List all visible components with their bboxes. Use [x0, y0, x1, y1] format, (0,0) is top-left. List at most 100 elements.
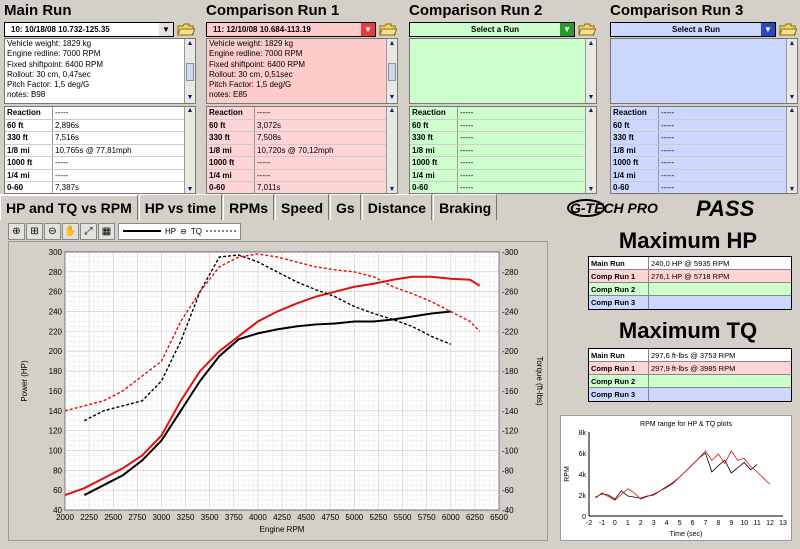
- max-row-value: [649, 283, 791, 295]
- y-tick-label: 40: [53, 506, 62, 515]
- dropdown-arrow-icon[interactable]: ▼: [159, 23, 173, 36]
- pan-hand-icon[interactable]: ✋: [62, 222, 79, 240]
- scroll-down-icon[interactable]: ▼: [388, 94, 396, 101]
- tab-hp-vs-time[interactable]: HP vs time: [138, 194, 223, 220]
- max-hp-table: Main Run 240,0 HP @ 5935 RPM Comp Run 1 276…: [588, 256, 792, 310]
- open-folder-icon[interactable]: [176, 22, 196, 37]
- y2-tick-label: -260: [502, 288, 519, 297]
- run-info-line: Rollout: 30 cm, 0,51sec: [209, 69, 293, 79]
- scroll-up-icon[interactable]: ▲: [788, 40, 796, 47]
- stats-row: Reaction -----: [410, 107, 596, 120]
- stats-row: 330 ft -----: [410, 132, 596, 145]
- stats-key: 0-60: [611, 182, 659, 194]
- y2-tick-label: -140: [502, 407, 519, 416]
- rpm-series-line-0: [595, 452, 758, 500]
- dropdown-arrow-icon[interactable]: ▼: [560, 23, 574, 36]
- scrollbar[interactable]: ▲ ▼: [786, 107, 797, 193]
- scroll-down-icon[interactable]: ▼: [186, 94, 194, 101]
- scrollbar[interactable]: ▲ ▼: [184, 39, 195, 103]
- stats-key: 330 ft: [5, 132, 53, 144]
- scrollbar[interactable]: ▲ ▼: [386, 107, 397, 193]
- grid-toggle-icon[interactable]: ▦: [98, 222, 115, 240]
- scroll-up-icon[interactable]: ▲: [587, 40, 595, 47]
- scroll-up-icon[interactable]: ▲: [587, 107, 595, 114]
- run-select-2[interactable]: Select a Run ▼: [409, 22, 575, 37]
- scroll-thumb[interactable]: [388, 63, 396, 81]
- zoom-out-icon[interactable]: ⊖: [44, 222, 61, 240]
- open-folder-icon[interactable]: [378, 22, 398, 37]
- rpm-y-tick-label: 6k: [579, 451, 587, 458]
- scroll-up-icon[interactable]: ▲: [788, 107, 796, 114]
- dropdown-arrow-icon[interactable]: ▼: [361, 23, 375, 36]
- tab-distance[interactable]: Distance: [361, 194, 433, 220]
- stats-key: 1/4 mi: [5, 169, 53, 181]
- open-folder-icon[interactable]: [577, 22, 597, 37]
- scroll-down-icon[interactable]: ▼: [587, 94, 595, 101]
- rpm-range-panel: RPM range for HP & TQ plots -2 -1 0 1 2 3 4 5 6 7 8…: [560, 415, 792, 541]
- max-row-label: Main Run: [589, 257, 649, 269]
- hp-tq-plot-panel: 2000 2250 2500 2750 3000 3250 3500 3750 4000 4250…: [8, 241, 548, 541]
- scrollbar[interactable]: ▲ ▼: [585, 39, 596, 103]
- max-row: Comp Run 1 276,1 HP @ 5718 RPM: [589, 270, 791, 283]
- scroll-up-icon[interactable]: ▲: [388, 107, 396, 114]
- run-stats-table-3: Reaction ----- 60 ft ----- 330 ft ----- 1/8 mi…: [610, 106, 798, 195]
- tab-rpms[interactable]: RPMs: [223, 194, 275, 220]
- stats-row: 0-60 7,387s: [5, 182, 195, 195]
- run-select-1[interactable]: 11: 12/10/08 10.684-113.19 ▼: [206, 22, 376, 37]
- stats-key: Reaction: [207, 107, 255, 119]
- tab-hp-and-tq-vs-rpm[interactable]: HP and TQ vs RPM: [0, 194, 138, 220]
- scrollbar[interactable]: ▲ ▼: [786, 39, 797, 103]
- x-tick-label: 5250: [370, 513, 388, 522]
- hp-tq-chart[interactable]: 2000 2250 2500 2750 3000 3250 3500 3750 4000 4250…: [9, 242, 547, 540]
- stats-value: -----: [460, 108, 474, 118]
- y2-tick-label: -40: [502, 506, 514, 515]
- scroll-down-icon[interactable]: ▼: [587, 186, 595, 193]
- scroll-up-icon[interactable]: ▲: [186, 40, 194, 47]
- fit-to-screen-icon[interactable]: ⤢: [80, 222, 97, 240]
- run-info-line: Rollout: 30 cm, 0,47sec: [7, 69, 91, 79]
- rpm-x-tick-label: 7: [703, 520, 707, 527]
- zoom-in-icon[interactable]: ⊕: [8, 222, 25, 240]
- stats-key: Reaction: [5, 107, 53, 119]
- run-select-value: 11: 12/10/08 10.684-113.19: [213, 25, 311, 34]
- scrollbar[interactable]: ▲ ▼: [585, 107, 596, 193]
- y-tick-label: 200: [49, 347, 63, 356]
- run-info-box-2[interactable]: ▲ ▼: [409, 38, 597, 104]
- scroll-down-icon[interactable]: ▼: [788, 94, 796, 101]
- scroll-down-icon[interactable]: ▼: [388, 186, 396, 193]
- run-info-box-0[interactable]: Vehicle weight: 1829 kg Engine redline: 7…: [4, 38, 196, 104]
- scroll-up-icon[interactable]: ▲: [388, 40, 396, 47]
- scroll-up-icon[interactable]: ▲: [186, 107, 194, 114]
- x-tick-label: 6250: [466, 513, 484, 522]
- stats-value: 7,508s: [257, 133, 282, 143]
- run-info-line: Fixed shiftpoint: 6400 RPM: [7, 59, 104, 69]
- run-title-3: Comparison Run 3: [610, 2, 744, 19]
- stats-key: 1/8 mi: [611, 144, 659, 156]
- series-line-2: [83, 254, 452, 422]
- tab-speed[interactable]: Speed: [275, 194, 330, 220]
- stats-key: 1000 ft: [5, 157, 53, 169]
- dropdown-arrow-icon[interactable]: ▼: [761, 23, 775, 36]
- max-hp-title: Maximum HP: [618, 228, 758, 253]
- stats-value: -----: [460, 120, 474, 130]
- scroll-down-icon[interactable]: ▼: [788, 186, 796, 193]
- scroll-down-icon[interactable]: ▼: [186, 186, 194, 193]
- run-select-0[interactable]: 10: 10/18/08 10.732-125.35 ▼: [4, 22, 174, 37]
- scroll-thumb[interactable]: [186, 63, 194, 81]
- run-stats-table-1: Reaction ----- 60 ft 3,072s 330 ft 7,508s 1/8 …: [206, 106, 398, 195]
- run-select-3[interactable]: Select a Run ▼: [610, 22, 776, 37]
- stats-key: Reaction: [410, 107, 458, 119]
- run-info-box-1[interactable]: Vehicle weight: 1829 kg Engine redline: 7…: [206, 38, 398, 104]
- zoom-box-icon[interactable]: ⊞: [26, 222, 43, 240]
- run-info-box-3[interactable]: ▲ ▼: [610, 38, 798, 104]
- max-row: Comp Run 1 297,9 ft-lbs @ 3985 RPM: [589, 362, 791, 375]
- max-row-label: Comp Run 3: [589, 388, 649, 401]
- scrollbar[interactable]: ▲ ▼: [386, 39, 397, 103]
- tab-gs[interactable]: Gs: [330, 194, 361, 220]
- max-row: Main Run 240,0 HP @ 5935 RPM: [589, 257, 791, 270]
- open-folder-icon[interactable]: [778, 22, 798, 37]
- y2-tick-label: -80: [502, 466, 514, 475]
- tab-braking[interactable]: Braking: [433, 194, 498, 220]
- scrollbar[interactable]: ▲ ▼: [184, 107, 195, 193]
- stats-row: 1/4 mi -----: [207, 169, 397, 182]
